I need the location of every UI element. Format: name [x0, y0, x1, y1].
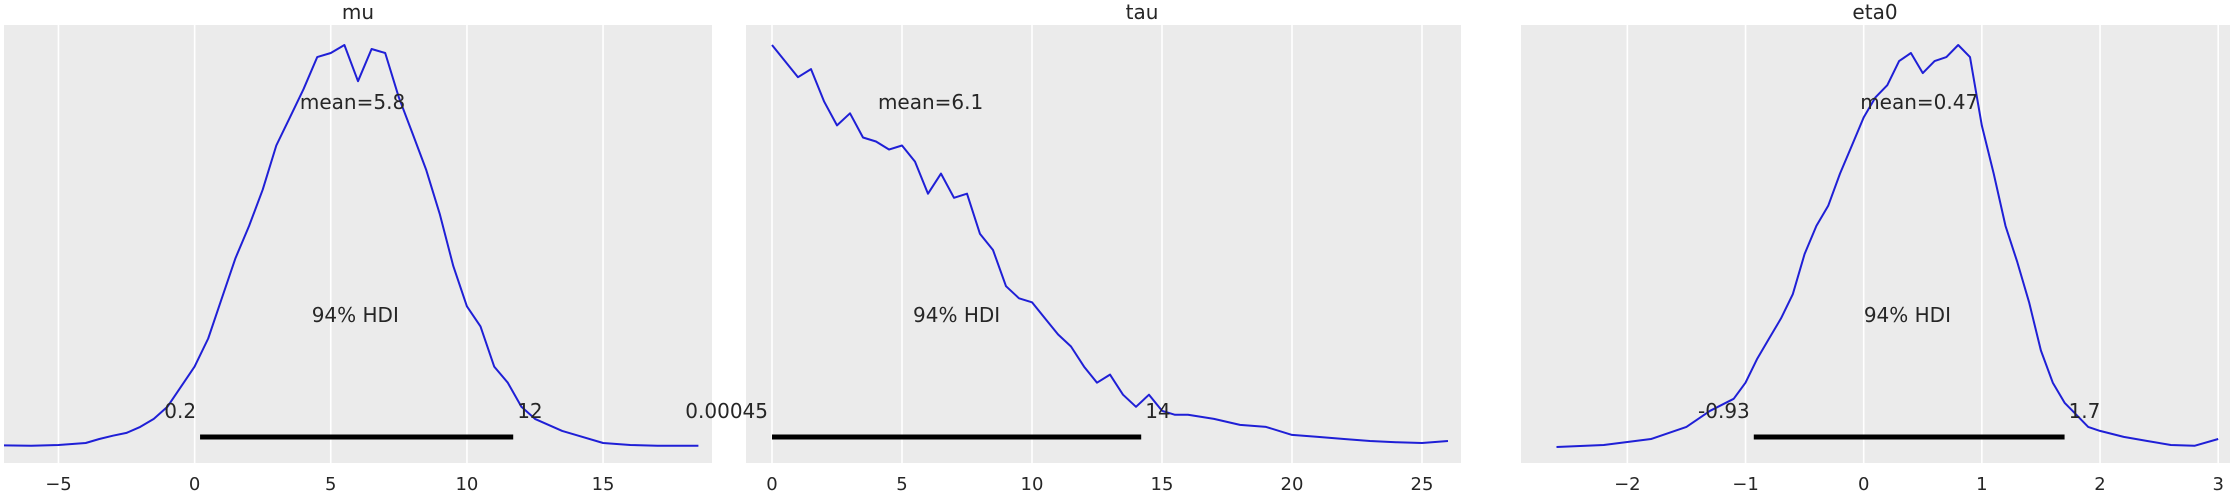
panel-title: mu: [342, 0, 374, 24]
panel-title: tau: [1126, 0, 1159, 24]
x-tick-label: 1: [1976, 474, 1987, 495]
hdi-label: 94% HDI: [312, 303, 399, 327]
x-tick-label: 15: [592, 474, 615, 495]
hdi-high-label: 12: [517, 399, 542, 423]
x-tick-label: 0: [189, 474, 200, 495]
x-tick-label: 10: [455, 474, 478, 495]
panel-mu: −5 0 5 10 15 mu mean=5.8 94% HDI 0.2 12: [3, 0, 712, 495]
x-tick-label: 20: [1281, 474, 1304, 495]
hdi-low-label: 0.2: [164, 399, 196, 423]
x-tick-label: 15: [1151, 474, 1174, 495]
x-tick-label: 5: [325, 474, 336, 495]
hdi-low-label: 0.00045: [685, 399, 768, 423]
panel-eta0: −2 −1 0 1 2 3 eta0 mean=0.47 94% HDI -0.93 1.7: [1521, 0, 2230, 495]
density-curve: [771, 44, 1449, 444]
density-curve: [1556, 44, 2219, 448]
x-tick-label: 0: [766, 474, 777, 495]
mean-label: mean=6.1: [878, 90, 983, 114]
x-tick-label: 5: [896, 474, 907, 495]
hdi-low-label: -0.93: [1698, 399, 1750, 423]
x-tick-label: −2: [1614, 474, 1641, 495]
x-tick-label: 10: [1021, 474, 1044, 495]
x-tick-label: 2: [2094, 474, 2105, 495]
x-tick-label: −5: [45, 474, 72, 495]
x-tick-label: 0: [1858, 474, 1869, 495]
x-tick-label: −1: [1732, 474, 1759, 495]
hdi-high-label: 14: [1145, 399, 1170, 423]
hdi-label: 94% HDI: [1864, 303, 1951, 327]
mean-label: mean=5.8: [300, 90, 405, 114]
plot-background: [4, 25, 712, 463]
hdi-label: 94% HDI: [913, 303, 1000, 327]
x-tick-label: 3: [2212, 474, 2223, 495]
plot-background: [746, 25, 1461, 463]
panel-title: eta0: [1852, 0, 1897, 24]
density-curve: [3, 44, 699, 447]
x-tick-label: 25: [1411, 474, 1434, 495]
panel-tau: 0 5 10 15 20 25 tau mean=6.1 94% HDI 0.00045 14: [685, 0, 1461, 495]
hdi-high-label: 1.7: [2069, 399, 2101, 423]
mean-label: mean=0.47: [1860, 90, 1978, 114]
